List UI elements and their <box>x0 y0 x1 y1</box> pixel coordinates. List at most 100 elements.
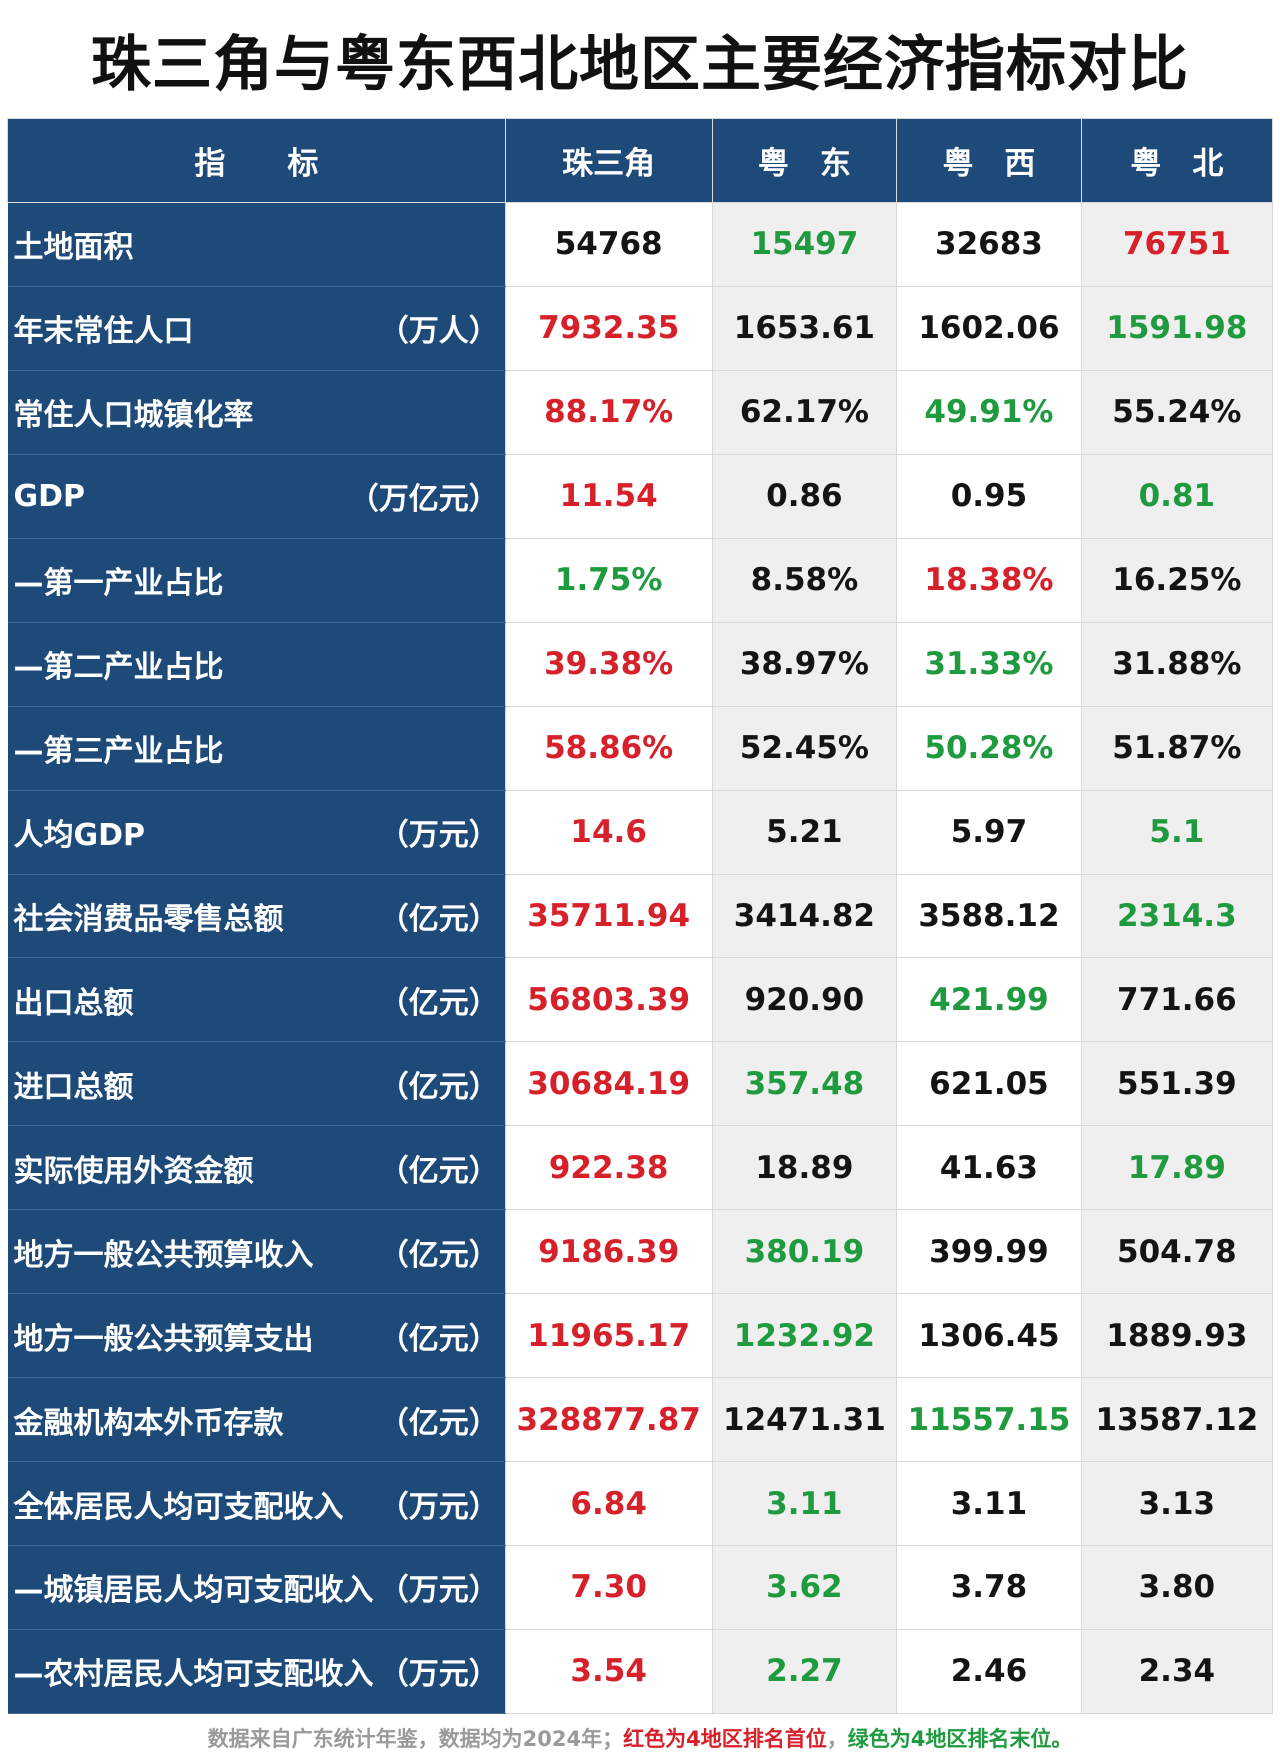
row-label-cell: —农村居民人均可支配收入 （万元） <box>7 1629 506 1715</box>
value-cell: 13587.12 <box>1080 1377 1274 1463</box>
value-cell: 5.1 <box>1080 789 1274 875</box>
value-cell: 504.78 <box>1080 1209 1274 1295</box>
indicator-name: 常住人口城镇化率 <box>13 398 254 434</box>
indicator-name: —农村居民人均可支配收入 <box>13 1657 374 1693</box>
row-label-cell: —第一产业占比 <box>7 538 506 623</box>
row-label-cell: 进口总额 （亿元） <box>7 1041 506 1127</box>
indicator-name: 金融机构本外币存款 <box>13 1405 284 1441</box>
value-cell: 14.6 <box>504 789 713 875</box>
value-cell: 58.86% <box>504 705 713 791</box>
indicator-unit: （万亿元） <box>348 482 499 518</box>
row-label-cell: —城镇居民人均可支配收入 （万元） <box>7 1545 506 1630</box>
row-label-cell: GDP （万亿元） <box>7 454 506 539</box>
value-cell: 2.46 <box>896 1628 1082 1715</box>
value-cell: 54768 <box>504 202 713 287</box>
table-row: 地方一般公共预算支出 （亿元） 11965.17 1232.92 1306.45 1889… <box>7 1293 1274 1379</box>
row-label-cell: —第二产业占比 <box>7 622 506 707</box>
value-cell: 7.30 <box>504 1545 713 1630</box>
table-row: —农村居民人均可支配收入 （万元） 3.54 2.27 2.46 2.34 <box>7 1628 1274 1715</box>
value-cell: 3.11 <box>711 1461 898 1546</box>
indicator-name: —第一产业占比 <box>13 566 224 602</box>
table-row: 年末常住人口 （万人） 7932.35 1653.61 1602.06 1591.98 <box>7 285 1274 371</box>
value-cell: 771.66 <box>1080 957 1274 1043</box>
value-cell: 2314.3 <box>1080 873 1274 959</box>
indicator-name: —城镇居民人均可支配收入 <box>13 1573 374 1609</box>
table-header-row: 指 标 珠三角 粤 东 粤 西 粤 北 <box>7 118 1274 203</box>
indicator-unit: （万元） <box>378 1573 499 1609</box>
value-cell: 31.88% <box>1080 621 1274 707</box>
indicator-name: 进口总额 <box>13 1069 134 1105</box>
value-cell: 16.25% <box>1080 537 1274 623</box>
value-cell: 3.80 <box>1080 1545 1274 1630</box>
value-cell: 3.13 <box>1080 1461 1274 1546</box>
value-cell: 3414.82 <box>711 873 898 959</box>
table-row: 出口总额 （亿元） 56803.39 920.90 421.99 771.66 <box>7 957 1274 1043</box>
table-row: GDP （万亿元） 11.54 0.86 0.95 0.81 <box>7 453 1274 539</box>
value-cell: 15497 <box>711 202 898 287</box>
value-cell: 17.89 <box>1080 1125 1274 1211</box>
indicator-unit: （万人） <box>378 314 499 350</box>
indicator-name: 人均GDP <box>13 818 146 854</box>
indicator-name: GDP <box>13 478 86 514</box>
value-cell: 357.48 <box>711 1041 898 1127</box>
footer-green-legend: 绿色为4地区排名末位。 <box>847 1726 1073 1751</box>
indicator-unit: （亿元） <box>378 985 499 1021</box>
value-cell: 55.24% <box>1080 369 1274 455</box>
value-cell: 0.81 <box>1080 453 1274 539</box>
table-row: —第二产业占比 39.38% 38.97% 31.33% 31.88% <box>7 621 1274 707</box>
value-cell: 56803.39 <box>504 957 713 1043</box>
value-cell: 12471.31 <box>711 1377 898 1463</box>
footer-note: 数据来自广东统计年鉴，数据均为2024年； 红色为4地区排名首位 ， 绿色为4地… <box>0 1714 1280 1761</box>
row-label-cell: 地方一般公共预算收入 （亿元） <box>7 1209 506 1295</box>
table-row: 进口总额 （亿元） 30684.19 357.48 621.05 551.39 <box>7 1041 1274 1127</box>
value-cell: 76751 <box>1080 202 1274 287</box>
value-cell: 551.39 <box>1080 1041 1274 1127</box>
row-label-cell: 常住人口城镇化率 <box>7 370 506 455</box>
indicator-unit: （亿元） <box>378 901 499 937</box>
value-cell: 49.91% <box>896 369 1082 455</box>
table-row: 全体居民人均可支配收入 （万元） 6.84 3.11 3.11 3.13 <box>7 1461 1274 1546</box>
value-cell: 11965.17 <box>504 1293 713 1379</box>
value-cell: 32683 <box>896 202 1082 287</box>
row-label-cell: 金融机构本外币存款 （亿元） <box>7 1377 506 1463</box>
indicator-unit: （亿元） <box>378 1321 499 1357</box>
indicator-unit: （亿元） <box>378 1069 499 1105</box>
footer-red-legend: 红色为4地区排名首位 <box>623 1726 827 1751</box>
table-row: 地方一般公共预算收入 （亿元） 9186.39 380.19 399.99 504.78 <box>7 1209 1274 1295</box>
value-cell: 2.27 <box>711 1628 898 1715</box>
value-cell: 5.97 <box>896 789 1082 875</box>
table-row: 实际使用外资金额 （亿元） 922.38 18.89 41.63 17.89 <box>7 1125 1274 1211</box>
value-cell: 9186.39 <box>504 1209 713 1295</box>
value-cell: 6.84 <box>504 1461 713 1546</box>
comparison-table: 指 标 珠三角 粤 东 粤 西 粤 北 土地面积 54768 15497 32683 7… <box>7 118 1274 1715</box>
indicator-name: 出口总额 <box>13 985 134 1021</box>
value-cell: 3.54 <box>504 1628 713 1715</box>
footer-source: 数据来自广东统计年鉴，数据均为2024年； <box>207 1726 624 1751</box>
value-cell: 18.89 <box>711 1125 898 1211</box>
value-cell: 88.17% <box>504 369 713 455</box>
row-label-cell: 人均GDP （万元） <box>7 790 506 875</box>
header-pearl-river-delta: 珠三角 <box>504 118 713 203</box>
value-cell: 2.34 <box>1080 1628 1274 1715</box>
row-label-cell: 全体居民人均可支配收入 （万元） <box>7 1461 506 1546</box>
header-west: 粤 西 <box>896 118 1082 203</box>
table-row: 金融机构本外币存款 （亿元） 328877.87 12471.31 11557.15 13… <box>7 1377 1274 1463</box>
value-cell: 3588.12 <box>896 873 1082 959</box>
value-cell: 62.17% <box>711 369 898 455</box>
value-cell: 39.38% <box>504 621 713 707</box>
header-indicator: 指 标 <box>7 118 506 203</box>
value-cell: 52.45% <box>711 705 898 791</box>
value-cell: 1653.61 <box>711 285 898 371</box>
indicator-name: 地方一般公共预算收入 <box>13 1237 314 1273</box>
header-east: 粤 东 <box>711 118 898 203</box>
value-cell: 38.97% <box>711 621 898 707</box>
value-cell: 5.21 <box>711 789 898 875</box>
value-cell: 328877.87 <box>504 1377 713 1463</box>
value-cell: 30684.19 <box>504 1041 713 1127</box>
value-cell: 7932.35 <box>504 285 713 371</box>
indicator-name: —第三产业占比 <box>13 734 224 770</box>
table-row: —第三产业占比 58.86% 52.45% 50.28% 51.87% <box>7 705 1274 791</box>
value-cell: 1591.98 <box>1080 285 1274 371</box>
value-cell: 920.90 <box>711 957 898 1043</box>
header-north: 粤 北 <box>1080 118 1274 203</box>
